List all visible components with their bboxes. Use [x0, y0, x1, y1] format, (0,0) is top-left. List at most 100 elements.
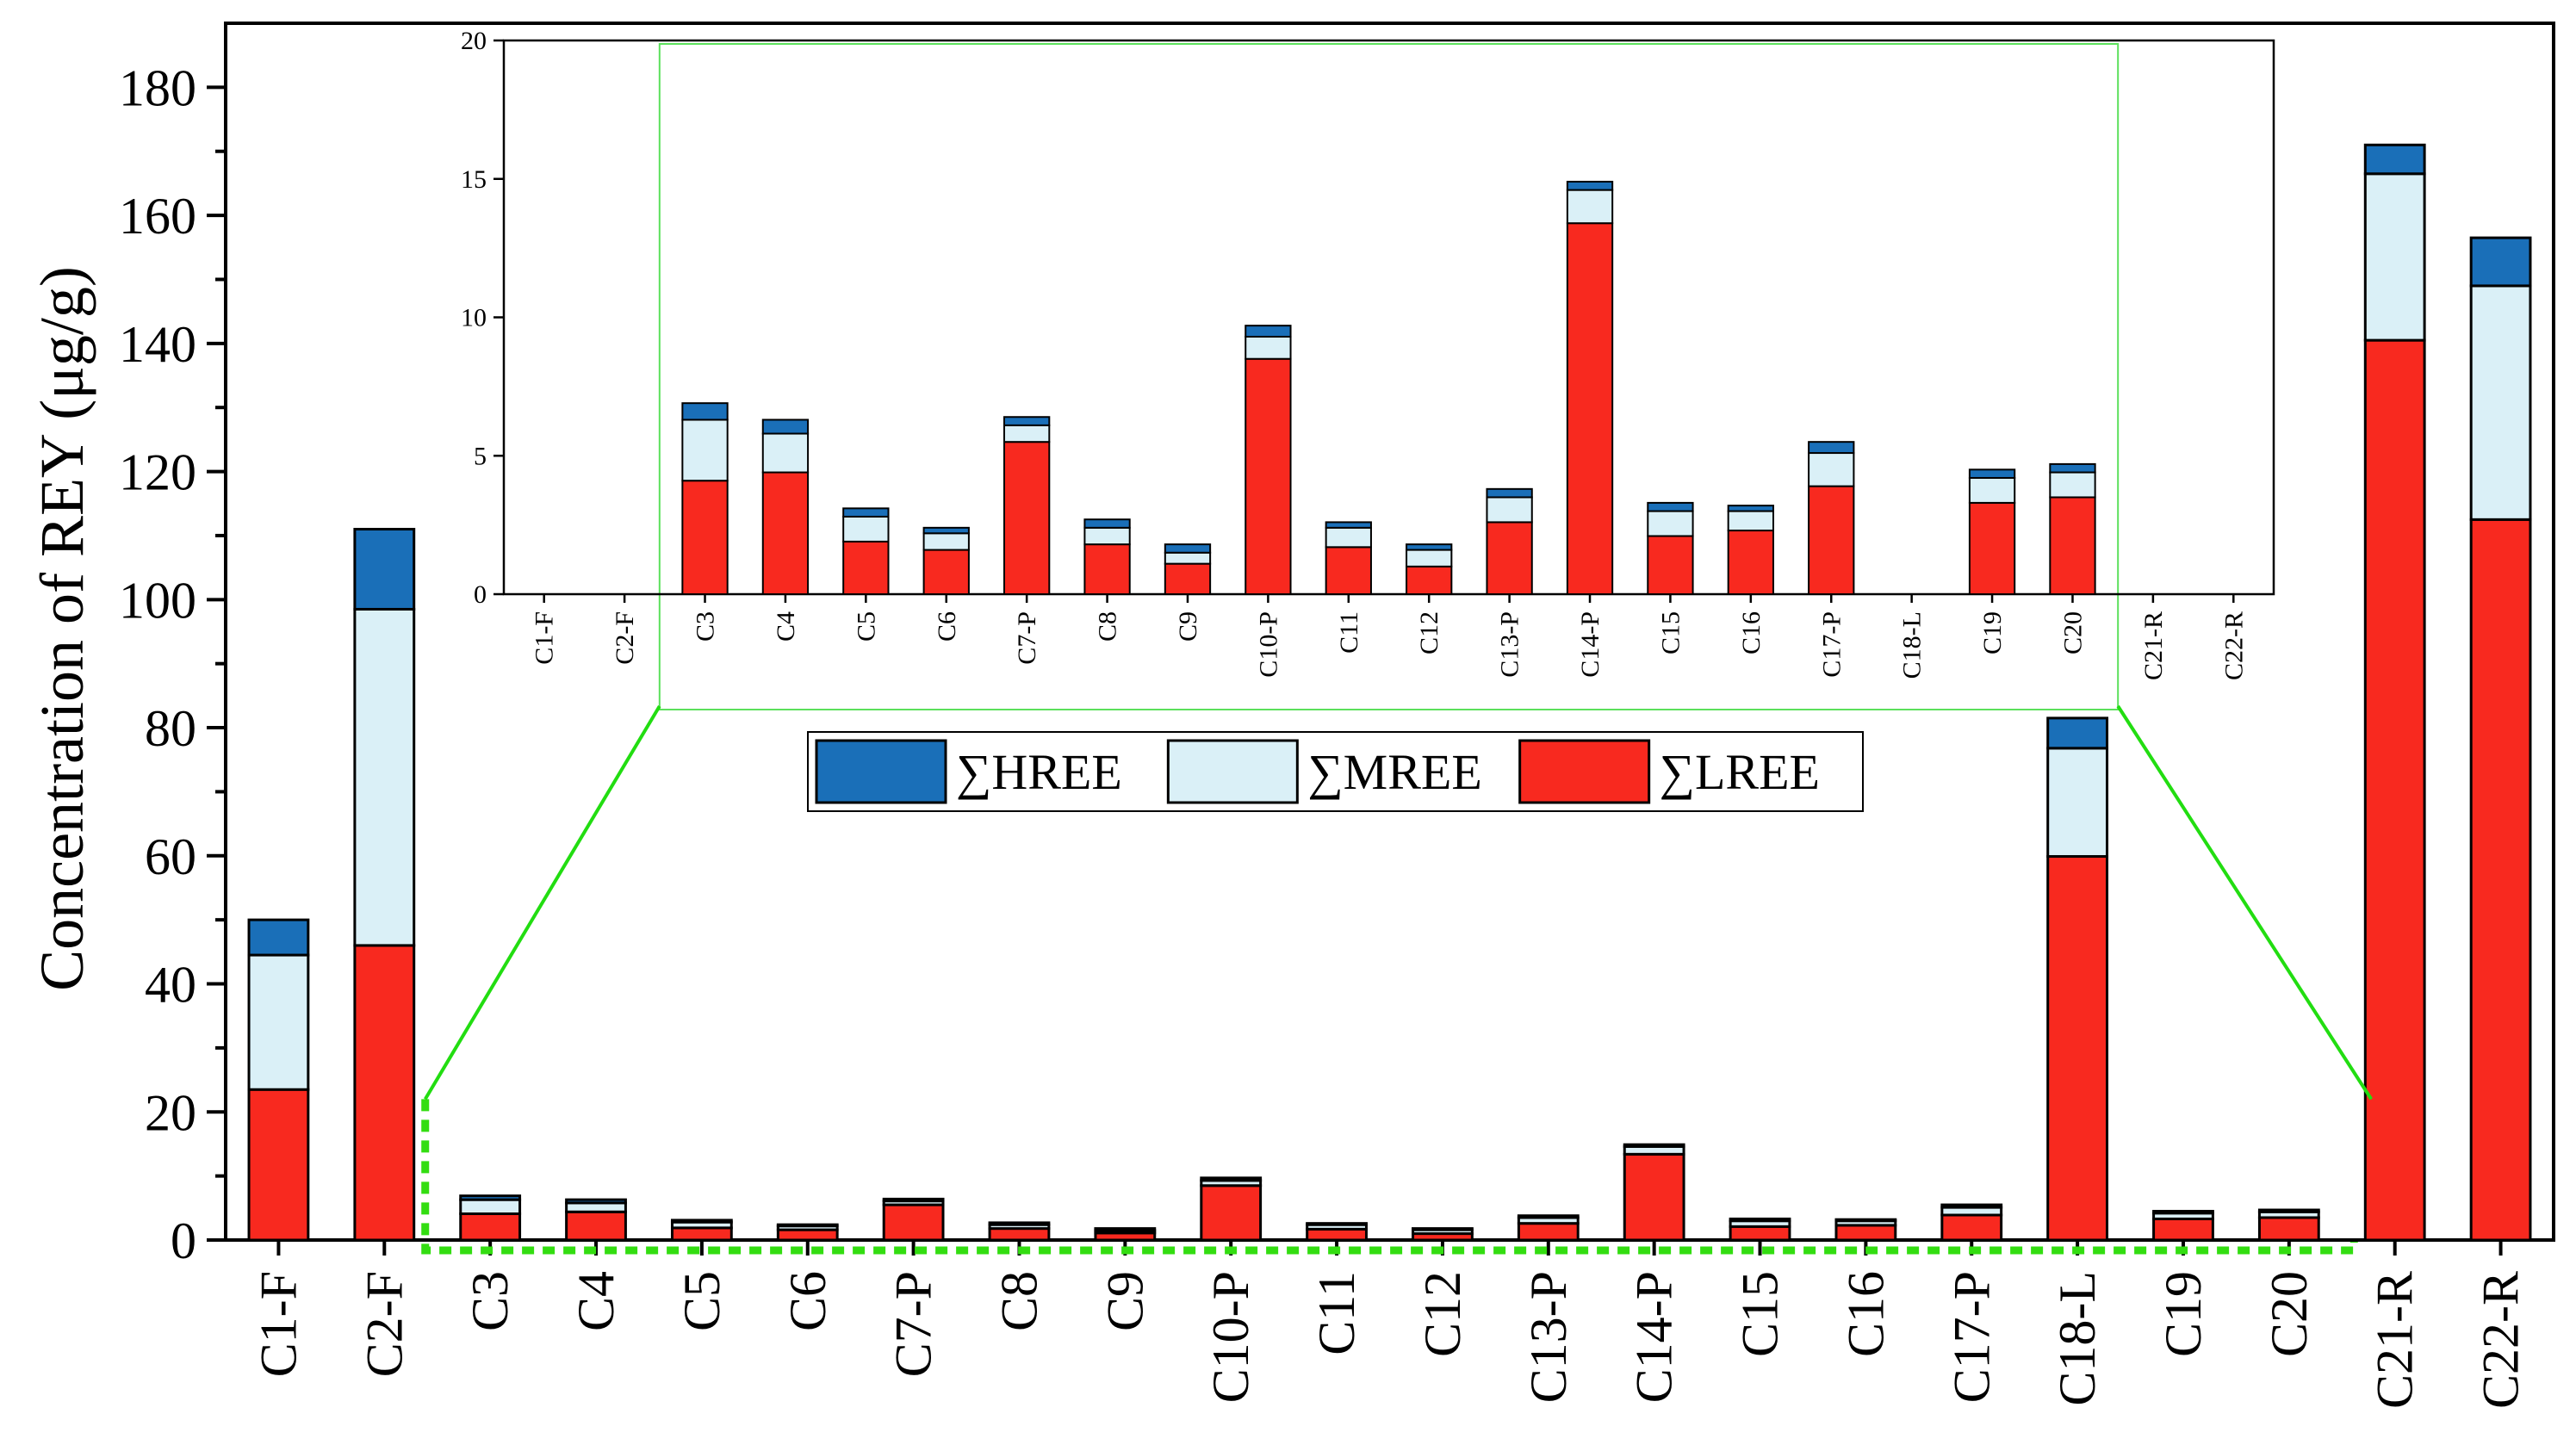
inset-bar-c6-sum-mree: [922, 532, 970, 551]
inset-bar-c6-sum-lree: [922, 549, 970, 595]
x-tick-label-c6: C6: [779, 1271, 836, 1331]
bar-c1-f-sum-lree: [247, 1088, 310, 1242]
inset-bar-c19-sum-lree: [1968, 501, 2016, 596]
inset-plot: 0 5 10 15 20 C1-F C2-F C3 C4 C5 C6 C7-P C8 C9 C10-P C11…: [461, 27, 2275, 680]
inset-bar-c13-p-sum-hree: [1486, 487, 1533, 499]
inset-y-tick-label: 20: [461, 27, 487, 55]
inset-bar-c3-sum-mree: [681, 419, 729, 482]
inset-x-tick-label-c20: C20: [2058, 611, 2087, 654]
bar-c13-p-sum-hree: [1517, 1214, 1580, 1219]
legend-swatch-sum-hree: [815, 739, 947, 804]
inset-bar-c19-sum-mree: [1968, 476, 2016, 504]
inset-x-tick-label-c16: C16: [1737, 611, 1766, 654]
inset-x-tick-label-c8: C8: [1094, 611, 1122, 642]
bar-c19-sum-hree: [2152, 1210, 2214, 1215]
bar-c5-sum-lree: [670, 1226, 733, 1242]
bar-c20-sum-lree: [2257, 1216, 2320, 1242]
inset-x-tick-label-c12: C12: [1415, 611, 1443, 654]
x-tick-label-c10-p: C10-P: [1202, 1271, 1259, 1403]
inset-bar-c14-p-sum-hree: [1566, 180, 1614, 191]
legend-label-sum-mree: ∑MREE: [1307, 744, 1481, 800]
inset-bar-c20-sum-hree: [2049, 462, 2096, 474]
inset-bar-c15-sum-mree: [1647, 510, 1694, 537]
inset-y-tick-label: 0: [474, 580, 487, 609]
inset-bar-c4-sum-lree: [761, 471, 810, 595]
inset-bar-c20-sum-lree: [2049, 496, 2096, 595]
bar-c21-r-sum-lree: [2363, 338, 2426, 1242]
bar-c3-sum-hree: [459, 1194, 522, 1201]
bar-c22-r-sum-hree: [2469, 236, 2532, 288]
inset-bar-c15-sum-lree: [1647, 535, 1694, 595]
bar-c18-l-sum-hree: [2046, 716, 2109, 750]
inset-bar-c6-sum-hree: [922, 526, 970, 535]
bar-c19-sum-lree: [2152, 1217, 2214, 1242]
x-tick-label-c19: C19: [2155, 1271, 2212, 1357]
x-tick-label-c13-p: C13-P: [1520, 1271, 1577, 1403]
x-tick-label-c22-r: C22-R: [2473, 1271, 2529, 1409]
inset-bar-c3-sum-hree: [681, 402, 729, 421]
inset-x-tick-label-c1-f: C1-F: [531, 611, 559, 665]
bar-c22-r-sum-lree: [2469, 518, 2532, 1242]
inset-x-tick-label-c22-r: C22-R: [2219, 611, 2248, 680]
bar-c5-sum-hree: [670, 1218, 733, 1224]
bar-c3-sum-mree: [459, 1198, 522, 1216]
inset-bar-c12-sum-mree: [1406, 549, 1453, 567]
bar-c1-f-sum-mree: [247, 953, 310, 1091]
x-tick-label-c5: C5: [673, 1271, 730, 1331]
bar-c16-sum-hree: [1834, 1218, 1897, 1223]
inset-bar-c11-sum-lree: [1325, 546, 1372, 595]
bar-c2-f-sum-hree: [353, 528, 416, 611]
bar-c21-r-sum-hree: [2363, 143, 2426, 176]
inset-highlight-box: [658, 43, 2120, 710]
inset-bar-c17-p-sum-mree: [1808, 452, 1855, 487]
inset-bar-c14-p-sum-mree: [1566, 189, 1614, 225]
inset-bar-c16-sum-lree: [1727, 530, 1774, 595]
bar-c18-l-sum-mree: [2046, 747, 2109, 859]
bar-c14-p-sum-hree: [1623, 1143, 1685, 1148]
x-tick-label-c4: C4: [568, 1271, 624, 1331]
y-tick-label: 80: [145, 700, 196, 757]
zoom-connector-right: [2116, 704, 2373, 1101]
x-tick-label-c20: C20: [2261, 1271, 2318, 1357]
x-tick-label-c11: C11: [1308, 1271, 1365, 1355]
inset-x-tick-label-c9: C9: [1174, 611, 1202, 642]
inset-bar-c7-p-sum-hree: [1003, 416, 1051, 426]
x-tick-label-c3: C3: [462, 1271, 518, 1331]
inset-bar-c8-sum-lree: [1083, 543, 1131, 596]
inset-bar-c7-p-sum-mree: [1003, 424, 1051, 443]
x-tick-label-c17-p: C17-P: [1943, 1271, 2000, 1403]
inset-bar-c17-p-sum-lree: [1808, 485, 1855, 595]
x-tick-label-c15: C15: [1732, 1271, 1789, 1357]
inset-x-tick-label-c7-p: C7-P: [1013, 611, 1041, 665]
bar-c15-sum-hree: [1729, 1217, 1791, 1223]
inset-x-tick-label-c13-p: C13-P: [1496, 611, 1524, 678]
bar-c4-sum-lree: [565, 1210, 627, 1242]
bar-c18-l-sum-lree: [2046, 855, 2109, 1242]
inset-bar-c5-sum-hree: [842, 507, 890, 518]
bar-c20-sum-hree: [2257, 1208, 2320, 1213]
y-tick-label: 120: [119, 444, 196, 501]
bar-c6-sum-lree: [776, 1228, 839, 1242]
y-tick-label: 100: [119, 572, 196, 629]
bar-c11-sum-lree: [1306, 1227, 1368, 1242]
y-tick-label: 20: [145, 1084, 196, 1141]
inset-x-tick-label-c6: C6: [933, 611, 961, 642]
main-bars: [247, 143, 2532, 1242]
y-tick-label: 180: [119, 59, 196, 116]
inset-bar-c5-sum-lree: [842, 540, 890, 595]
inset-bar-c9-sum-hree: [1164, 543, 1212, 554]
bar-c21-r-sum-mree: [2363, 172, 2426, 342]
bar-c9-sum-hree: [1094, 1227, 1157, 1232]
zoom-connectors: [421, 43, 2373, 1255]
inset-bar-c7-p-sum-lree: [1003, 441, 1051, 595]
inset-bar-c17-p-sum-hree: [1808, 441, 1855, 455]
y-tick-label: 40: [145, 957, 196, 1014]
inset-x-tick-label-c10-p: C10-P: [1254, 611, 1282, 678]
bar-c2-f-sum-mree: [353, 607, 416, 947]
x-tick-label-c18-l: C18-L: [2049, 1271, 2106, 1406]
x-tick-label-c7-p: C7-P: [885, 1271, 942, 1377]
x-tick-label-c8: C8: [990, 1271, 1047, 1331]
inset-bar-c11-sum-hree: [1325, 521, 1372, 529]
inset-bar-c10-p-sum-hree: [1245, 325, 1292, 338]
